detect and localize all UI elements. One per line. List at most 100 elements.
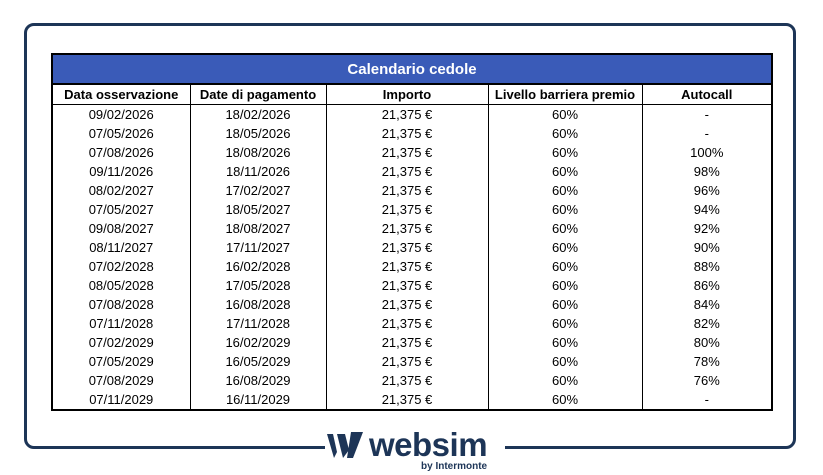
table-cell: 21,375 € bbox=[326, 276, 489, 295]
coupon-table: Calendario cedole Data osservazione Date … bbox=[51, 53, 774, 411]
table-cell: 09/02/2026 bbox=[52, 104, 191, 124]
table-cell: 16/02/2028 bbox=[190, 257, 327, 276]
table-cell: 76% bbox=[693, 373, 720, 388]
table-row: 07/05/2027 18/05/2027 21,375 €60% 94% bbox=[52, 200, 772, 219]
table-cell: 07/05/2027 bbox=[52, 200, 191, 219]
table-row: 07/02/2029 16/02/2029 21,375 €60% 80% bbox=[52, 333, 772, 352]
table-cell: 21,375 € bbox=[326, 219, 489, 238]
table-cell: 92% bbox=[693, 221, 720, 236]
table-row: 09/02/2026 18/02/2026 21,375 €60% - bbox=[52, 104, 772, 124]
table-cell: - bbox=[704, 392, 709, 407]
table-cell: 60% bbox=[488, 333, 643, 352]
table-cell: 21,375 € bbox=[326, 295, 489, 314]
table-cell: 78% bbox=[693, 354, 720, 369]
table-cell: 21,375 € bbox=[326, 314, 489, 333]
table-cell: 07/05/2026 bbox=[52, 124, 191, 143]
table-cell: 09/08/2027 bbox=[52, 219, 191, 238]
table-cell: 98% bbox=[693, 164, 720, 179]
table-row: 07/08/2028 16/08/2028 21,375 €60% 84% bbox=[52, 295, 772, 314]
table-cell: 21,375 € bbox=[326, 390, 489, 410]
table-cell: 60% bbox=[488, 181, 643, 200]
table-row: 08/11/2027 17/11/2027 21,375 €60% 90% bbox=[52, 238, 772, 257]
table-cell: 21,375 € bbox=[326, 371, 489, 390]
table-cell: 94% bbox=[693, 202, 720, 217]
table-cell: 88% bbox=[693, 259, 720, 274]
table-cell: 07/11/2028 bbox=[52, 314, 191, 333]
column-header: Data osservazione bbox=[52, 84, 191, 105]
table-cell: 21,375 € bbox=[326, 124, 489, 143]
table-cell: 16/05/2029 bbox=[190, 352, 327, 371]
table-cell: 08/11/2027 bbox=[52, 238, 191, 257]
table-cell: 07/02/2029 bbox=[52, 333, 191, 352]
table-cell: 60% bbox=[488, 314, 643, 333]
table-cell: 21,375 € bbox=[326, 333, 489, 352]
table-cell: 08/05/2028 bbox=[52, 276, 191, 295]
table-cell: 07/05/2029 bbox=[52, 352, 191, 371]
table-cell: 60% bbox=[488, 276, 643, 295]
table-cell: 18/08/2027 bbox=[190, 219, 327, 238]
table-row: 07/02/2028 16/02/2028 21,375 €60% 88% bbox=[52, 257, 772, 276]
table-cell: 100% bbox=[690, 145, 724, 160]
table-cell: 16/11/2029 bbox=[190, 390, 327, 410]
table-title: Calendario cedole bbox=[52, 54, 773, 85]
table-cell: - bbox=[704, 107, 709, 122]
table-cell: 90% bbox=[693, 240, 720, 255]
column-header: Importo bbox=[326, 84, 489, 105]
table-cell: 60% bbox=[488, 295, 643, 314]
table-cell: 21,375 € bbox=[326, 181, 489, 200]
websim-logo: websim by Intermonte bbox=[325, 426, 505, 472]
table-cell: 60% bbox=[488, 371, 643, 390]
coupon-calendar: Calendario cedole Data osservazione Date … bbox=[51, 53, 774, 411]
table-cell: 17/11/2027 bbox=[190, 238, 327, 257]
table-cell: 07/11/2029 bbox=[52, 390, 191, 410]
table-cell: 60% bbox=[488, 352, 643, 371]
table-cell: 07/08/2029 bbox=[52, 371, 191, 390]
table-cell: 16/08/2029 bbox=[190, 371, 327, 390]
table-cell: 17/05/2028 bbox=[190, 276, 327, 295]
table-row: 09/08/2027 18/08/2027 21,375 €60% 92% bbox=[52, 219, 772, 238]
table-cell: 21,375 € bbox=[326, 238, 489, 257]
table-cell: 21,375 € bbox=[326, 200, 489, 219]
column-header: Livello barriera premio bbox=[488, 84, 643, 105]
websim-mark-icon bbox=[327, 432, 363, 458]
logo-word: websim bbox=[369, 426, 488, 463]
table-cell: 21,375 € bbox=[326, 143, 489, 162]
table-cell: 60% bbox=[488, 162, 643, 181]
table-cell: 21,375 € bbox=[326, 257, 489, 276]
table-cell: 80% bbox=[693, 335, 720, 350]
table-cell: 07/08/2028 bbox=[52, 295, 191, 314]
table-cell: 60% bbox=[488, 124, 643, 143]
table-cell: 07/02/2028 bbox=[52, 257, 191, 276]
table-row: 07/11/2028 17/11/2028 21,375 €60% 82% bbox=[52, 314, 772, 333]
table-cell: 18/02/2026 bbox=[190, 104, 327, 124]
logo-tagline: by Intermonte bbox=[421, 461, 488, 472]
table-row: 09/11/2026 18/11/2026 21,375 €60% 98% bbox=[52, 162, 772, 181]
table-body: 09/02/2026 18/02/2026 21,375 €60% -07/05/20… bbox=[52, 104, 772, 410]
table-cell: 60% bbox=[488, 219, 643, 238]
table-cell: 16/08/2028 bbox=[190, 295, 327, 314]
table-cell: 18/11/2026 bbox=[190, 162, 327, 181]
table-row: 08/02/2027 17/02/2027 21,375 €60% 96% bbox=[52, 181, 772, 200]
table-row: 07/11/2029 16/11/2029 21,375 €60% - bbox=[52, 390, 772, 410]
table-cell: 60% bbox=[488, 238, 643, 257]
table-cell: 60% bbox=[488, 200, 643, 219]
table-cell: - bbox=[704, 126, 709, 141]
table-cell: 86% bbox=[693, 278, 720, 293]
table-cell: 60% bbox=[488, 390, 643, 410]
table-cell: 07/08/2026 bbox=[52, 143, 191, 162]
table-cell: 18/05/2026 bbox=[190, 124, 327, 143]
table-cell: 82% bbox=[693, 316, 720, 331]
table-cell: 09/11/2026 bbox=[52, 162, 191, 181]
table-cell: 08/02/2027 bbox=[52, 181, 191, 200]
table-cell: 60% bbox=[488, 104, 643, 124]
table-cell: 21,375 € bbox=[326, 352, 489, 371]
table-row: 07/05/2029 16/05/2029 21,375 €60% 78% bbox=[52, 352, 772, 371]
header-row: Data osservazione Date di pagamento Import… bbox=[52, 84, 773, 105]
table-cell: 18/05/2027 bbox=[190, 200, 327, 219]
table-cell: 96% bbox=[693, 183, 720, 198]
table-cell: 60% bbox=[488, 143, 643, 162]
table-cell: 17/11/2028 bbox=[190, 314, 327, 333]
table-cell: 21,375 € bbox=[326, 162, 489, 181]
table-cell: 16/02/2029 bbox=[190, 333, 327, 352]
table-cell: 21,375 € bbox=[326, 104, 489, 124]
